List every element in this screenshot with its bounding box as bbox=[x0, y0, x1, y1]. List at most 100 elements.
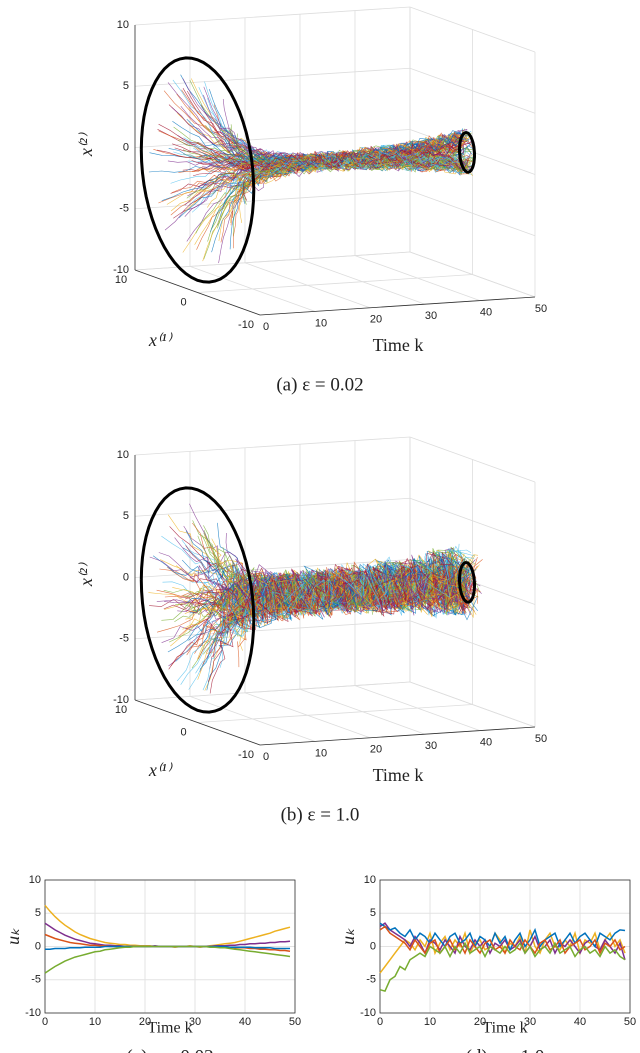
trajectory bbox=[186, 141, 476, 199]
x-tick-label: 0 bbox=[263, 321, 269, 333]
trajectory bbox=[225, 133, 469, 172]
x-tick-label: 40 bbox=[574, 1016, 586, 1028]
x-tick-label: 50 bbox=[289, 1016, 301, 1028]
trajectory bbox=[195, 567, 477, 674]
y-tick-label: 10 bbox=[29, 874, 41, 886]
x-tick-label: 20 bbox=[370, 744, 382, 756]
series-line bbox=[379, 941, 626, 992]
grid-line bbox=[134, 436, 411, 456]
z-tick-label: 0 bbox=[123, 571, 129, 583]
y-tick-label: -10 bbox=[25, 1007, 41, 1019]
axis-line bbox=[259, 296, 536, 316]
y-tick-label: 10 bbox=[364, 874, 376, 886]
x-tick-label: 40 bbox=[480, 307, 492, 319]
y-tick-label: 0 bbox=[180, 296, 186, 308]
x-tick-label: 10 bbox=[424, 1016, 436, 1028]
trajectory bbox=[156, 141, 463, 168]
trajectory bbox=[188, 545, 465, 690]
axis-line bbox=[134, 699, 261, 746]
x-tick-label: 40 bbox=[239, 1016, 251, 1028]
trajectory bbox=[182, 149, 463, 174]
trajectory bbox=[225, 532, 469, 611]
series-line bbox=[44, 945, 291, 974]
y-tick-label: 10 bbox=[115, 704, 127, 716]
grid-line bbox=[409, 251, 536, 298]
trajectory bbox=[242, 136, 461, 201]
x-axis-label: Time k bbox=[147, 1020, 192, 1037]
caption: (d) ε = 1.0 bbox=[466, 1046, 545, 1053]
ellipse bbox=[139, 56, 256, 284]
trajectory bbox=[185, 545, 454, 615]
x-tick-label: 50 bbox=[535, 733, 547, 745]
grid-line bbox=[409, 6, 536, 53]
y-tick-label: -10 bbox=[360, 1007, 376, 1019]
trajectory bbox=[184, 155, 474, 206]
plot-frame bbox=[44, 879, 296, 1014]
grid-line bbox=[134, 497, 411, 517]
caption: (a) ε = 0.02 bbox=[276, 374, 363, 395]
caption: (b) ε = 1.0 bbox=[281, 804, 360, 825]
x-tick-label: 30 bbox=[425, 740, 437, 752]
x-tick-label: 10 bbox=[315, 747, 327, 759]
series-line bbox=[379, 929, 626, 974]
trajectory bbox=[232, 150, 463, 211]
series-line bbox=[379, 922, 626, 961]
grid-line bbox=[134, 620, 411, 640]
y-tick-label: 0 bbox=[35, 940, 41, 952]
z-tick-label: 0 bbox=[123, 141, 129, 153]
x-tick-label: 20 bbox=[139, 1016, 151, 1028]
z-tick-label: -10 bbox=[113, 694, 129, 706]
x-tick-label: 30 bbox=[425, 310, 437, 322]
trajectory bbox=[186, 558, 462, 615]
x-axis-label: Time k bbox=[373, 335, 424, 355]
grid-line bbox=[197, 274, 473, 293]
grid-line bbox=[134, 129, 411, 148]
x-tick-label: 20 bbox=[370, 314, 382, 326]
x-axis-label: Time k bbox=[482, 1020, 527, 1037]
grid-line bbox=[134, 67, 411, 87]
y-tick-label: 10 bbox=[115, 274, 127, 286]
y-axis-label: x⁽¹⁾ bbox=[148, 330, 173, 350]
z-tick-label: 5 bbox=[123, 80, 129, 92]
grid-line bbox=[134, 681, 411, 701]
grid-line bbox=[134, 251, 411, 271]
y-tick-label: -5 bbox=[366, 974, 376, 986]
y-tick-label: 5 bbox=[370, 907, 376, 919]
trajectory bbox=[212, 551, 464, 658]
grid-line bbox=[197, 704, 473, 723]
x-tick-label: 40 bbox=[480, 737, 492, 749]
z-axis-label: x⁽²⁾ bbox=[76, 132, 96, 157]
x-tick-label: 30 bbox=[524, 1016, 536, 1028]
y-axis-label: uₖ bbox=[3, 928, 23, 945]
axis-line bbox=[134, 269, 261, 316]
grid-line bbox=[409, 67, 536, 114]
trajectory bbox=[170, 156, 469, 212]
grid-line bbox=[409, 681, 536, 728]
y-tick-label: 5 bbox=[35, 907, 41, 919]
x-tick-label: 20 bbox=[474, 1016, 486, 1028]
y-axis-label: x⁽¹⁾ bbox=[148, 760, 173, 780]
z-tick-label: -5 bbox=[119, 633, 129, 645]
z-tick-label: -10 bbox=[113, 264, 129, 276]
x-tick-label: 0 bbox=[263, 751, 269, 763]
trajectory bbox=[175, 550, 464, 662]
x-tick-label: 10 bbox=[315, 317, 327, 329]
grid-line bbox=[409, 190, 536, 237]
trajectory bbox=[206, 565, 481, 615]
axis-line bbox=[259, 726, 536, 746]
y-axis-label: uₖ bbox=[338, 928, 358, 945]
y-tick-label: -5 bbox=[31, 974, 41, 986]
z-tick-label: 5 bbox=[123, 510, 129, 522]
y-tick-label: -10 bbox=[238, 319, 254, 331]
grid-line bbox=[134, 190, 411, 210]
trajectory bbox=[211, 538, 459, 614]
y-tick-label: 0 bbox=[370, 940, 376, 952]
plot-frame bbox=[379, 879, 631, 1014]
trajectory bbox=[199, 557, 470, 648]
trajectory bbox=[215, 567, 479, 617]
ellipse bbox=[139, 486, 256, 714]
ellipse bbox=[458, 561, 476, 604]
grid-line bbox=[409, 436, 536, 483]
ellipse bbox=[458, 131, 476, 174]
